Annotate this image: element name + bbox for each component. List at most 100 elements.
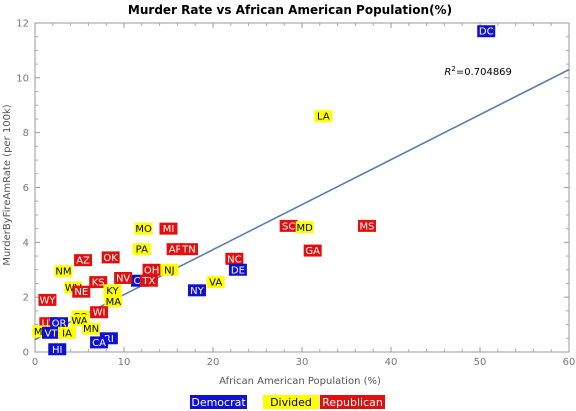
x-axis-label: African American Population (%) [219, 376, 381, 387]
point-marker [142, 263, 161, 276]
data-point-ga: GA [303, 244, 322, 257]
point-label: NC [227, 254, 241, 265]
legend-swatch [320, 395, 385, 409]
data-point-az: AZ [74, 254, 93, 267]
data-points: DCLAMSSCMDGANCDEVANYMOMIPAARTNOHNJCTTXNV… [32, 25, 496, 356]
point-label: DE [231, 265, 245, 276]
point-label: SC [282, 221, 295, 232]
data-point-md: MD [295, 221, 314, 234]
point-label: KS [92, 278, 105, 289]
data-point-ca: CA [90, 336, 109, 349]
point-marker [139, 274, 158, 287]
data-point-ia: IA [58, 326, 77, 339]
x-tick-label: 0 [32, 357, 38, 368]
point-marker [295, 221, 314, 234]
x-tick-label: 40 [385, 357, 398, 368]
point-label: PA [136, 245, 148, 256]
data-point-nc: NC [225, 252, 244, 265]
y-tick-label: 2 [23, 293, 29, 304]
point-marker [58, 326, 77, 339]
point-marker [103, 284, 122, 297]
data-point-vt: VT [42, 326, 61, 339]
point-label: UT [42, 319, 56, 330]
r-squared-value: =0.704869 [456, 67, 512, 78]
point-marker [206, 276, 225, 289]
point-label: AR [169, 245, 183, 256]
data-point-or: OR [50, 317, 69, 330]
point-label: WI [93, 308, 106, 319]
point-label: MN [83, 324, 99, 335]
data-point-dc: DC [477, 25, 496, 38]
axes: 0 10 20 30 40 50 60 0 2 4 6 8 10 12 [16, 19, 575, 369]
point-marker [50, 317, 69, 330]
legend-item-democrat: Democrat [190, 395, 247, 409]
point-label: HI [52, 345, 62, 356]
point-label: NM [55, 267, 71, 278]
data-point-de: DE [228, 263, 247, 276]
data-point-wy: WY [38, 293, 57, 306]
point-label: MS [359, 221, 374, 232]
data-point-ms: MS [357, 219, 376, 232]
legend-label: Democrat [191, 396, 246, 409]
point-marker [90, 306, 109, 319]
point-marker [90, 336, 109, 349]
point-label: TX [141, 276, 155, 287]
point-marker [74, 254, 93, 267]
x-tick-label: 30 [296, 357, 309, 368]
data-point-tx: TX [139, 274, 158, 287]
data-point-ne: NE [72, 285, 91, 298]
point-label: LA [317, 112, 330, 123]
legend-swatch [190, 395, 247, 409]
point-label: OR [52, 319, 67, 330]
point-label: MT [34, 327, 50, 338]
point-label: GA [305, 246, 320, 257]
point-marker [89, 276, 108, 289]
data-point-mi: MI [159, 222, 178, 235]
legend-label: Divided [270, 396, 312, 409]
legend: Democrat Divided Republican [190, 395, 385, 409]
point-label: WA [71, 316, 87, 327]
x-tick-label: 10 [118, 357, 131, 368]
point-marker [159, 222, 178, 235]
point-marker [279, 219, 298, 232]
point-marker [72, 285, 91, 298]
data-point-oh: OH [142, 263, 161, 276]
data-point-sc: SC [279, 219, 298, 232]
legend-label: Republican [322, 396, 383, 409]
point-label: MO [135, 224, 152, 235]
point-label: NE [74, 287, 88, 298]
point-label: MI [163, 224, 175, 235]
y-tick-label: 4 [23, 238, 29, 249]
y-tick-label: 8 [23, 128, 29, 139]
point-label: KY [106, 286, 119, 297]
point-marker [187, 284, 206, 297]
point-label: WY [39, 295, 56, 306]
point-marker [477, 25, 496, 38]
r-symbol: R [444, 67, 451, 78]
data-point-va: VA [206, 276, 225, 289]
point-marker [303, 244, 322, 257]
point-label: NY [190, 286, 204, 297]
data-point-mo: MO [134, 222, 153, 235]
data-point-ny: NY [187, 284, 206, 297]
point-label: NJ [164, 265, 174, 276]
x-tick-label: 50 [474, 357, 487, 368]
data-point-nj: NJ [160, 263, 179, 276]
point-label: NV [116, 273, 130, 284]
point-marker [132, 243, 151, 256]
point-label: DC [479, 27, 494, 38]
point-label: AZ [76, 256, 90, 267]
point-marker [82, 322, 101, 335]
data-point-mn: MN [82, 322, 101, 335]
trendline [34, 68, 570, 341]
r-squared-superscript: 2 [451, 65, 455, 73]
data-point-ma: MA [104, 295, 123, 308]
point-label: MA [106, 297, 122, 308]
data-point-nv: NV [114, 271, 133, 284]
point-label: OK [103, 253, 118, 264]
legend-item-republican: Republican [320, 395, 385, 409]
y-tick-label: 10 [16, 73, 29, 84]
point-marker [114, 271, 133, 284]
r-squared-annotation: R2=0.704869 [444, 65, 512, 78]
data-point-ks: KS [89, 276, 108, 289]
